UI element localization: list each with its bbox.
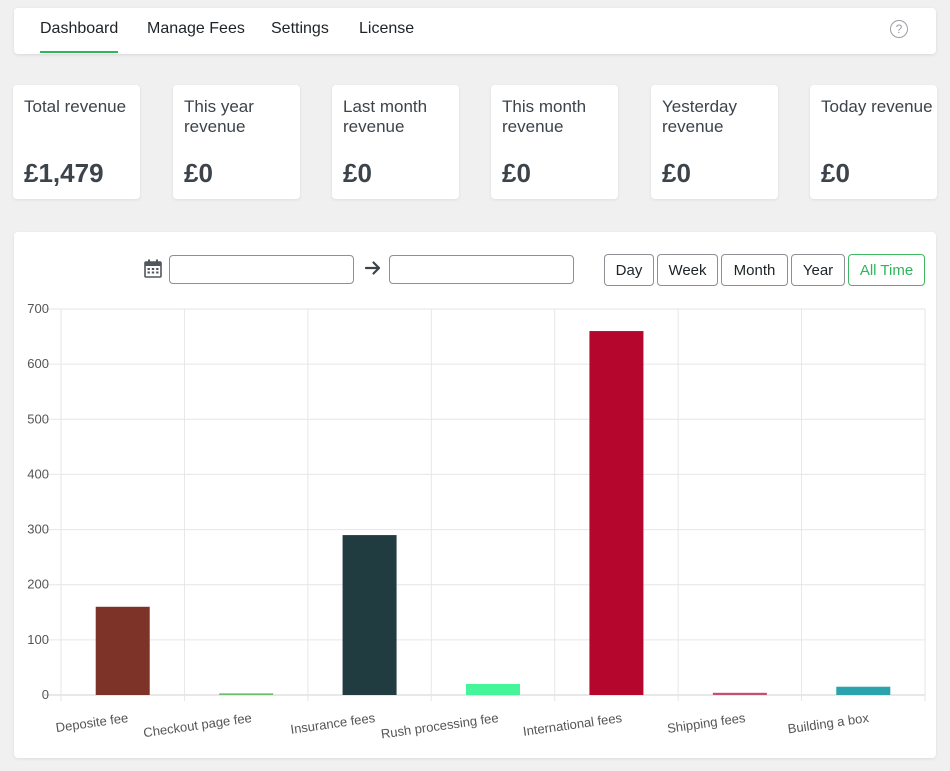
stat-value: £1,479	[24, 158, 104, 188]
stat-value: £0	[662, 158, 691, 188]
arrow-right-icon	[364, 259, 382, 282]
tab-dashboard[interactable]: Dashboard	[40, 20, 119, 53]
y-tick-label: 500	[27, 411, 49, 426]
y-tick-label: 700	[27, 301, 49, 316]
stat-card-last-month-revenue: Last month revenue £0	[332, 85, 459, 199]
y-tick-label: 200	[27, 577, 49, 592]
tab-license[interactable]: License	[359, 20, 415, 37]
stat-label: Yesterday revenue	[662, 97, 737, 136]
end-date-input[interactable]	[389, 255, 574, 284]
stat-label: This year revenue	[184, 97, 254, 136]
y-tick-label: 400	[27, 466, 49, 481]
x-tick-label: Rush processing fee	[380, 710, 499, 741]
bar	[712, 692, 767, 695]
range-month-button[interactable]: Month	[721, 254, 788, 286]
stat-label: Last month revenue	[343, 97, 428, 136]
bar	[342, 535, 397, 695]
bar	[219, 693, 274, 695]
stat-card-today-revenue: Today revenue £0	[810, 85, 937, 199]
stat-value: £0	[184, 158, 213, 188]
stat-card-this-year-revenue: This year revenue £0	[173, 85, 300, 199]
range-day-button[interactable]: Day	[604, 254, 654, 286]
range-week-button[interactable]: Week	[657, 254, 718, 286]
stat-label: Total revenue	[24, 97, 127, 116]
top-navigation: Dashboard Manage Fees Settings License ?	[14, 8, 936, 54]
tab-settings[interactable]: Settings	[271, 20, 329, 37]
stat-card-total-revenue: Total revenue £1,479	[13, 85, 140, 199]
tab-manage-fees[interactable]: Manage Fees	[147, 20, 245, 37]
bar	[95, 606, 150, 695]
calendar-icon[interactable]	[144, 259, 162, 283]
x-tick-label: Shipping fees	[666, 710, 747, 736]
y-tick-label: 100	[27, 632, 49, 647]
stat-value: £0	[502, 158, 531, 188]
stat-value: £0	[821, 158, 850, 188]
x-tick-label: Insurance fees	[289, 710, 376, 737]
stat-label: This month revenue	[502, 97, 587, 136]
x-tick-label: Building a box	[787, 710, 870, 736]
start-date-input[interactable]	[169, 255, 354, 284]
chart-panel	[14, 232, 936, 758]
bar	[466, 683, 520, 695]
y-tick-label: 600	[27, 356, 49, 371]
x-tick-label: Checkout page fee	[142, 710, 252, 740]
range-year-button[interactable]: Year	[791, 254, 845, 286]
x-tick-label: Deposite fee	[55, 710, 129, 735]
help-icon[interactable]: ?	[890, 20, 908, 38]
bar	[836, 686, 891, 695]
y-tick-label: 0	[42, 687, 49, 702]
stat-value: £0	[343, 158, 372, 188]
range-all-time-button[interactable]: All Time	[848, 254, 925, 286]
y-tick-label: 300	[27, 522, 49, 537]
stat-label: Today revenue	[821, 97, 933, 116]
x-tick-label: International fees	[522, 710, 623, 739]
bar	[589, 331, 644, 695]
stat-card-yesterday-revenue: Yesterday revenue £0	[651, 85, 778, 199]
stat-card-this-month-revenue: This month revenue £0	[491, 85, 618, 199]
